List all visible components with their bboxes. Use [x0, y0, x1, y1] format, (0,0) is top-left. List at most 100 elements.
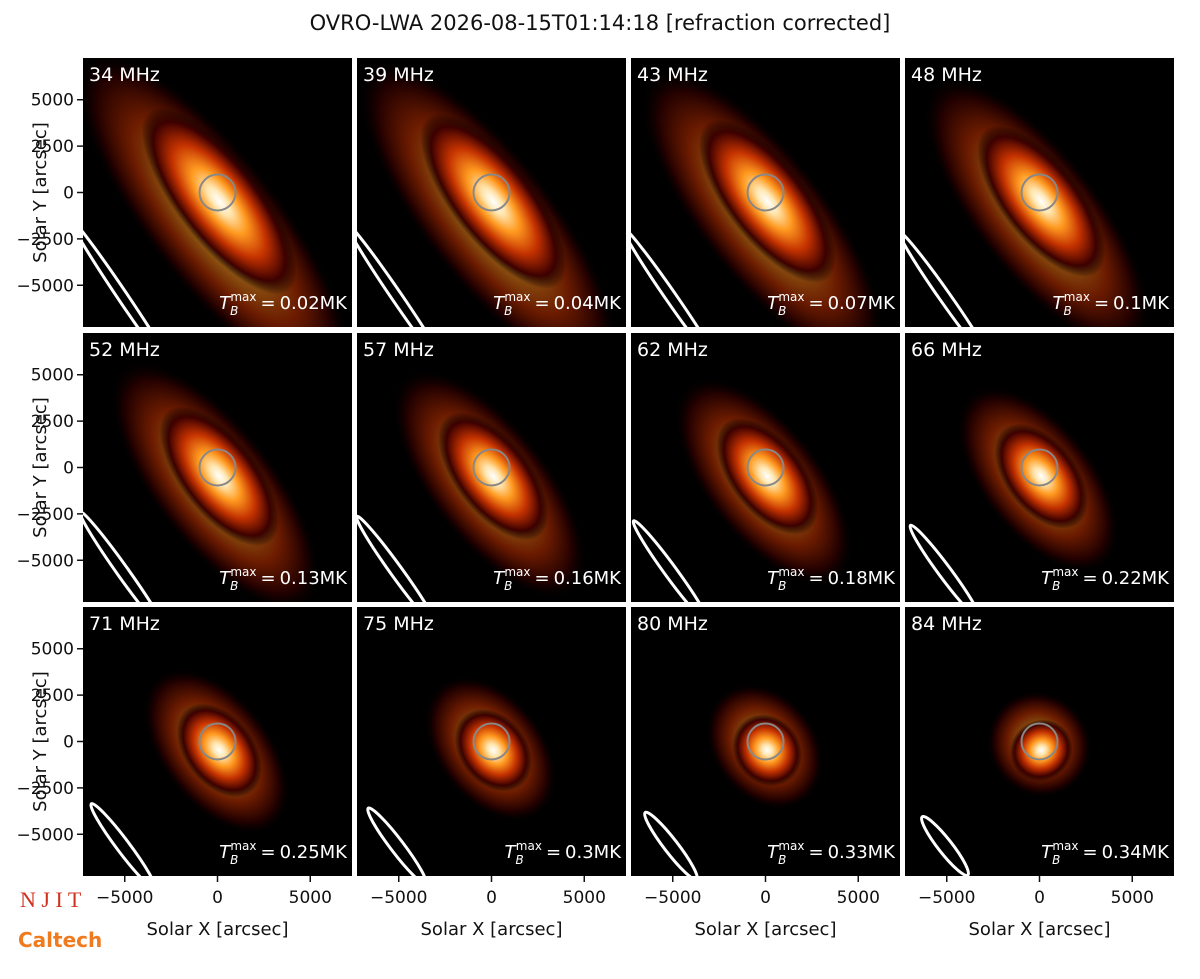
tb-equals: =: [260, 568, 275, 589]
tb-value: 0.3MK: [565, 842, 622, 863]
solar-disk: [1020, 722, 1059, 761]
frequency-label: 48 MHz: [911, 64, 982, 86]
frequency-label: 34 MHz: [89, 64, 160, 86]
tb-sub: B: [1052, 853, 1060, 867]
tb-sup: max: [778, 839, 804, 853]
tb-value: 0.04MK: [554, 293, 623, 314]
tb-symbol: T: [1053, 293, 1066, 314]
tb-sup: max: [230, 290, 256, 304]
y-tick-label: 2500: [31, 412, 74, 432]
tb-value: 0.34MK: [1102, 842, 1171, 863]
beam: [83, 216, 178, 327]
emission: [141, 107, 297, 295]
beam: [643, 810, 699, 876]
beam: [631, 519, 711, 602]
tb-value: 0.1MK: [1113, 293, 1170, 314]
solar-disk: [198, 722, 237, 761]
emission: [994, 423, 1088, 529]
emission: [698, 119, 836, 283]
tb-equals: =: [546, 842, 561, 863]
x-tick-label: 5000: [563, 888, 606, 908]
panel: [905, 607, 1174, 876]
x-tick-label: 5000: [1111, 888, 1154, 908]
frequency-label: 71 MHz: [89, 613, 160, 635]
solar-disk: [198, 173, 237, 212]
tb-symbol: T: [219, 568, 232, 589]
y-axis-label: Solar Y [arcsec]: [30, 397, 51, 538]
tb-sup: max: [516, 839, 542, 853]
frequency-label: 52 MHz: [89, 339, 160, 361]
tb-equals: =: [1082, 568, 1097, 589]
y-tick-label: 0: [63, 733, 74, 753]
chart-title: OVRO-LWA 2026-08-15T01:14:18 [refraction…: [310, 11, 891, 35]
panel: [905, 333, 1174, 602]
beam: [905, 230, 993, 327]
panel: [83, 58, 352, 327]
tb-max-label: TBmax = 0.22MK: [1041, 565, 1170, 593]
tb-equals: =: [260, 293, 275, 314]
tb-equals: =: [1082, 842, 1097, 863]
tb-equals: =: [808, 842, 823, 863]
panel: [357, 58, 626, 327]
tb-max-label: TBmax = 0.13MK: [219, 565, 348, 593]
tb-max-label: TBmax = 0.16MK: [493, 565, 622, 593]
tb-sup: max: [504, 565, 530, 579]
x-tick-label: −5000: [644, 888, 702, 908]
tb-sub: B: [1064, 304, 1072, 318]
tb-symbol: T: [493, 568, 506, 589]
solar-disk: [1020, 448, 1059, 487]
tb-sup: max: [1052, 565, 1078, 579]
logo-caltech: Caltech: [18, 928, 102, 952]
y-axis-label: Solar Y [arcsec]: [30, 122, 51, 263]
x-axis-label: Solar X [arcsec]: [695, 919, 837, 940]
tb-symbol: T: [219, 842, 232, 863]
tb-value: 0.13MK: [280, 568, 349, 589]
tb-equals: =: [808, 293, 823, 314]
frequency-label: 62 MHz: [637, 339, 708, 361]
tb-equals: =: [534, 293, 549, 314]
tb-equals: =: [260, 842, 275, 863]
emission: [438, 412, 549, 541]
frequency-label: 80 MHz: [637, 613, 708, 635]
y-tick-label: −5000: [16, 551, 74, 571]
tb-value: 0.16MK: [554, 568, 623, 589]
frequency-label: 39 MHz: [363, 64, 434, 86]
tb-symbol: T: [219, 293, 232, 314]
panel: [83, 607, 352, 876]
solar-disk: [746, 448, 785, 487]
tb-value: 0.02MK: [280, 293, 349, 314]
solar-disk: [472, 722, 511, 761]
beam: [366, 806, 428, 876]
tb-max-label: TBmax = 0.04MK: [493, 290, 622, 318]
tb-sub: B: [504, 579, 512, 593]
tb-equals: =: [808, 568, 823, 589]
tb-symbol: T: [767, 293, 780, 314]
tb-symbol: T: [505, 842, 518, 863]
emission: [716, 418, 819, 535]
tb-max-label: TBmax = 0.34MK: [1041, 839, 1170, 867]
solar-disk: [198, 448, 237, 487]
tb-value: 0.25MK: [280, 842, 349, 863]
tb-max-label: TBmax = 0.1MK: [1053, 290, 1171, 318]
tb-max-label: TBmax = 0.02MK: [219, 290, 348, 318]
beam: [357, 514, 439, 602]
tb-sup: max: [778, 565, 804, 579]
tb-sub: B: [778, 579, 786, 593]
tb-sup: max: [1064, 290, 1090, 304]
x-axis-label: Solar X [arcsec]: [147, 919, 289, 940]
tb-sup: max: [230, 839, 256, 853]
x-tick-label: −5000: [918, 888, 976, 908]
tb-value: 0.33MK: [828, 842, 897, 863]
beam: [89, 802, 157, 876]
x-tick-label: −5000: [370, 888, 428, 908]
tb-symbol: T: [1041, 568, 1054, 589]
x-tick-label: 0: [760, 888, 771, 908]
tb-sub: B: [230, 304, 238, 318]
x-tick-label: 0: [486, 888, 497, 908]
panel: [631, 607, 900, 876]
emission: [977, 125, 1106, 278]
emission: [159, 406, 279, 547]
y-tick-label: −5000: [16, 825, 74, 845]
y-tick-label: 5000: [31, 91, 74, 111]
y-tick-label: −2500: [16, 505, 74, 525]
